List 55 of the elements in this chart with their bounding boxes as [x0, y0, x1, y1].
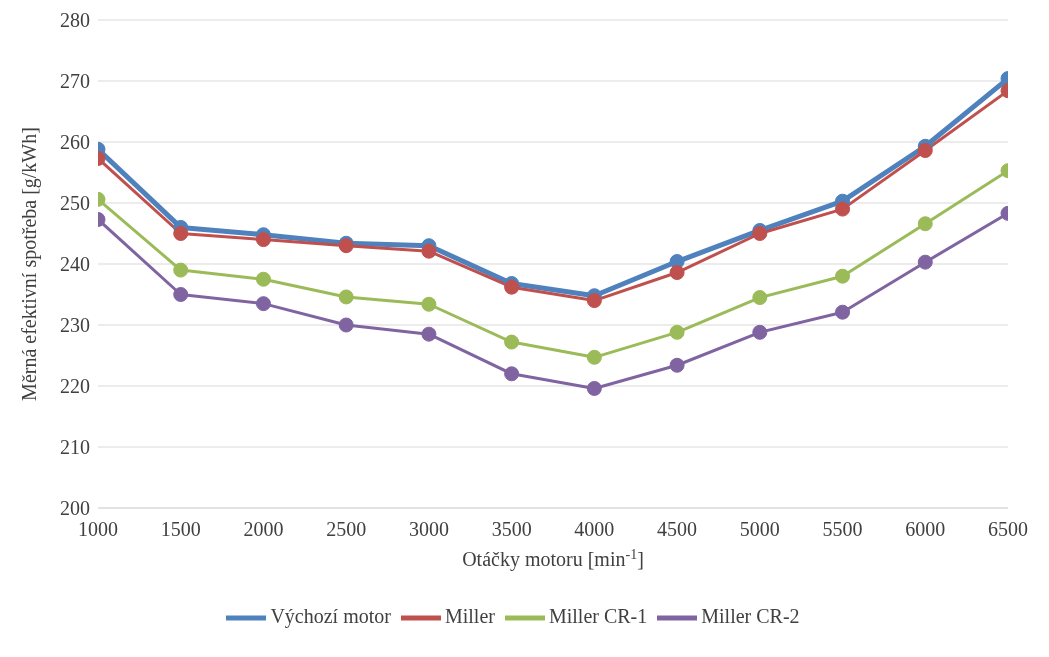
point: [173, 262, 189, 278]
point: [835, 201, 851, 217]
point: [586, 349, 602, 365]
x-tick-label: 4500: [657, 518, 698, 541]
point: [338, 289, 354, 305]
legend-label: Miller CR-2: [701, 604, 800, 627]
x-tick-label: 1000: [78, 518, 118, 541]
point: [917, 143, 933, 159]
point: [504, 334, 520, 350]
y-tick-label: 240: [60, 253, 90, 276]
point: [504, 366, 520, 382]
point: [586, 380, 602, 396]
x-axis-title: Otáčky motoru [min$^{-1}$]: [462, 546, 644, 571]
y-tick-label: 230: [60, 314, 90, 337]
legend-label: Výchozí motor: [270, 604, 391, 627]
x-tick-label: 2500: [326, 518, 367, 541]
legend-label: Miller: [444, 604, 495, 627]
y-tick-label: 260: [60, 131, 90, 154]
x-tick-label: 4000: [574, 518, 615, 541]
x-tick-label: 6500: [988, 518, 1028, 541]
x-tick-label: 5500: [822, 518, 863, 541]
point: [752, 226, 768, 241]
point: [917, 254, 933, 270]
point: [917, 216, 933, 232]
x-tick-label: 6000: [905, 518, 946, 541]
x-tick-label: 1500: [160, 518, 201, 541]
point: [669, 265, 685, 281]
point: [752, 324, 768, 340]
y-tick-label: 200: [60, 497, 90, 520]
y-tick-label: 250: [60, 192, 90, 215]
point: [255, 296, 271, 312]
point: [421, 326, 437, 342]
y-axis-title: Měrná efektivní spotřeba [g/kWh]: [18, 127, 41, 401]
point: [173, 226, 189, 241]
x-tick-label: 2000: [243, 518, 284, 541]
point: [421, 243, 437, 259]
y-tick-label: 220: [60, 375, 90, 398]
point: [255, 232, 271, 248]
y-tick-label: 210: [60, 436, 90, 459]
point: [835, 304, 851, 320]
x-tick-label: 3000: [408, 518, 449, 541]
legend-label: Miller CR-1: [548, 604, 648, 627]
point: [669, 324, 685, 340]
point: [835, 268, 851, 284]
x-tick-label: 3500: [491, 518, 532, 541]
point: [421, 296, 437, 312]
point: [255, 271, 271, 287]
x-tick-label: 5000: [739, 518, 780, 541]
y-tick-label: 270: [60, 70, 90, 93]
point: [669, 357, 685, 373]
point: [586, 293, 602, 309]
point: [752, 290, 768, 306]
y-tick-label: 280: [60, 9, 90, 32]
point: [173, 287, 189, 302]
point: [338, 317, 354, 333]
